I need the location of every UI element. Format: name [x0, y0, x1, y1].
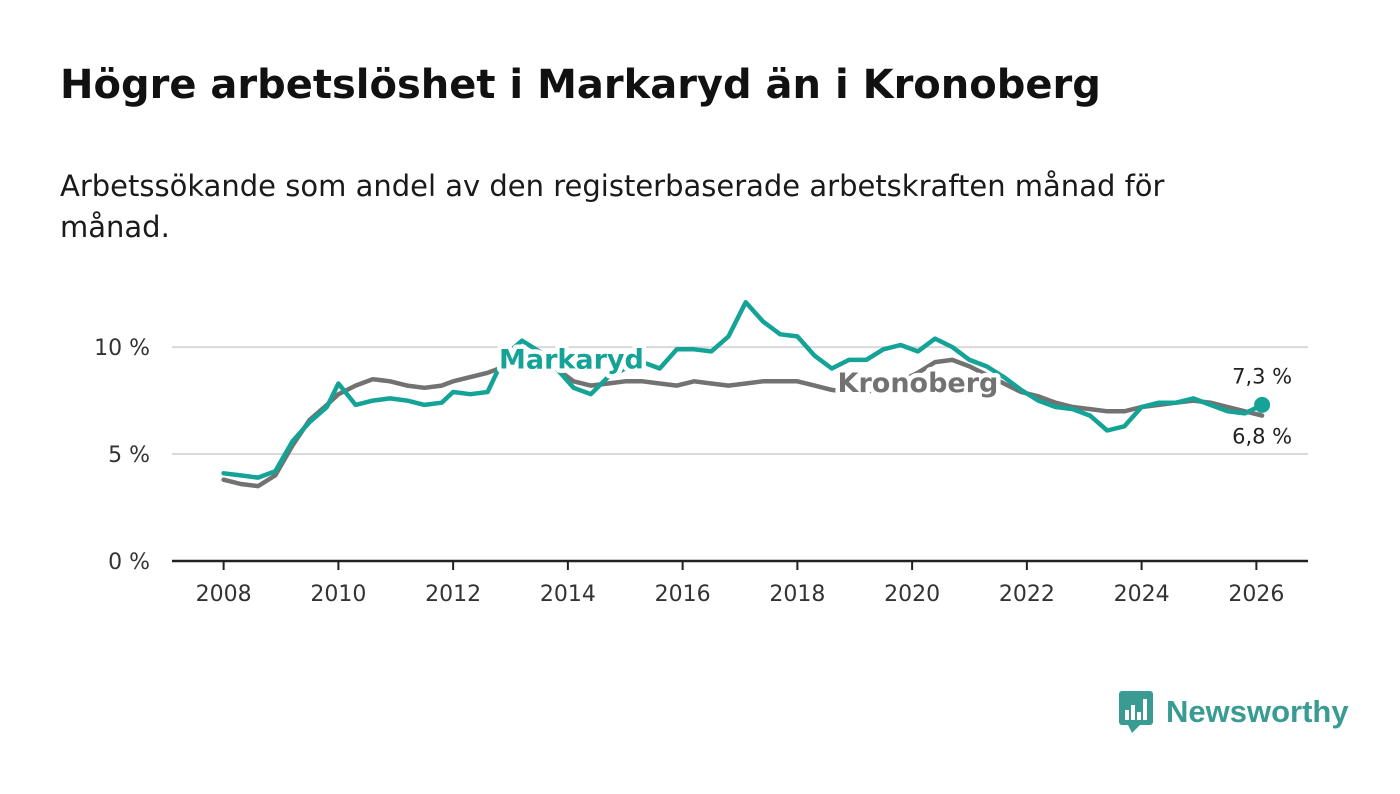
x-tick-label: 2024	[1114, 582, 1170, 607]
x-tick-label: 2010	[310, 582, 366, 607]
y-tick-label: 10 %	[94, 336, 150, 361]
newsworthy-logo: Newsworthy	[1118, 690, 1349, 734]
chart-title: Högre arbetslöshet i Markaryd än i Krono…	[60, 62, 1101, 108]
x-tick-label: 2014	[540, 582, 596, 607]
series-line-markaryd	[221, 299, 1265, 480]
x-tick-label: 2018	[769, 582, 825, 607]
chart-subtitle: Arbetssökande som andel av den registerb…	[60, 169, 1165, 244]
series-line-kronoberg	[221, 357, 1265, 489]
end-label-kronoberg: 6,8 %	[1232, 424, 1292, 448]
newsworthy-logo-icon	[1119, 691, 1153, 733]
x-tick-label: 2016	[655, 582, 711, 607]
brand-name: Newsworthy	[1166, 694, 1349, 729]
markaryd-end-point	[1254, 396, 1271, 413]
x-tick-label: 2012	[425, 582, 481, 607]
series-label-kronoberg: Kronoberg	[838, 368, 999, 399]
y-tick-label: 5 %	[108, 443, 150, 468]
x-tick-label: 2008	[196, 582, 252, 607]
x-tick-label: 2022	[999, 582, 1055, 607]
y-tick-label: 0 %	[108, 550, 150, 575]
x-tick-label: 2020	[884, 582, 940, 607]
end-label-markaryd: 7,3 %	[1232, 364, 1292, 388]
series-label-markaryd: Markaryd	[499, 345, 644, 376]
x-tick-label: 2026	[1228, 582, 1284, 607]
